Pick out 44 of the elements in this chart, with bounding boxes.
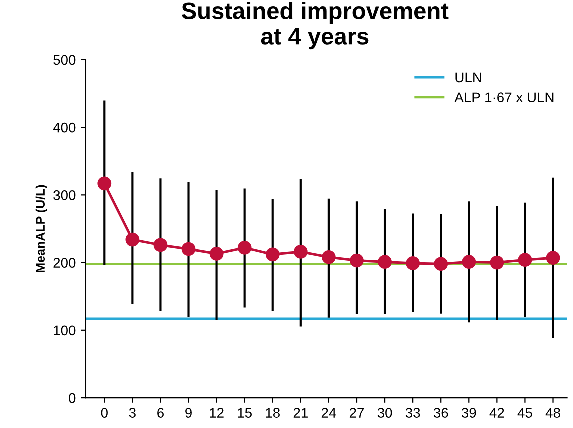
- point: [210, 247, 224, 261]
- x-tick-label: 15: [238, 408, 252, 418]
- x-tick-label: 27: [350, 408, 364, 418]
- point: [322, 250, 336, 264]
- y-tick-label: 200: [54, 258, 76, 268]
- y-tick-label: 0: [69, 393, 76, 404]
- x-tick-label: 6: [158, 408, 164, 418]
- legend-label: ULN: [456, 72, 482, 83]
- x-tick-label: 45: [518, 408, 532, 418]
- y-tick-label: 500: [54, 55, 76, 66]
- x-tick-label: 33: [406, 408, 420, 418]
- x-tick-label: 0: [101, 408, 108, 418]
- point: [238, 240, 252, 255]
- y-axis-title: MeanALP (U/L): [36, 185, 48, 272]
- x-tick-label: 30: [378, 408, 392, 418]
- x-tick-label: 18: [266, 408, 280, 418]
- point: [350, 254, 364, 268]
- y-tick-label: 400: [53, 122, 76, 133]
- point: [406, 256, 420, 270]
- point: [546, 251, 560, 266]
- point: [266, 248, 280, 262]
- x-tick-label: 48: [546, 408, 560, 418]
- point: [490, 256, 504, 270]
- x-tick-label: 9: [186, 408, 192, 418]
- y-tick-label: 100: [54, 326, 76, 336]
- point: [182, 242, 196, 256]
- chart-title: Sustained improvement at 4 years: [182, 2, 449, 50]
- x-tick-label: 3: [129, 408, 136, 418]
- x-tick-label: 36: [434, 408, 448, 418]
- point: [126, 232, 140, 247]
- x-tick-label: 12: [210, 408, 224, 418]
- x-tick-label: 24: [322, 408, 336, 418]
- point: [462, 255, 476, 270]
- point: [378, 255, 392, 270]
- point: [294, 245, 308, 259]
- y-tick-label: 300: [54, 190, 76, 200]
- x-tick-label: 21: [294, 408, 308, 418]
- x-tick-label: 39: [462, 408, 476, 418]
- point: [98, 176, 112, 191]
- point: [434, 257, 448, 272]
- x-tick-label: 42: [490, 408, 504, 418]
- point: [518, 253, 532, 268]
- point: [154, 238, 168, 252]
- legend-label: ALP 1·67 x ULN: [454, 92, 554, 103]
